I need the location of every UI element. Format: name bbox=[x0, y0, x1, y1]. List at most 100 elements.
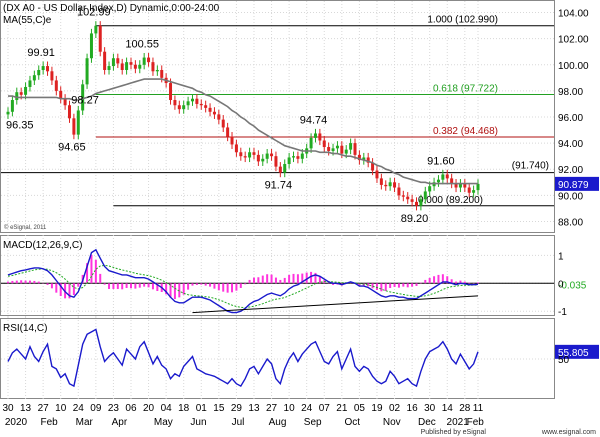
x-tick-label: 13 bbox=[20, 403, 32, 414]
candle-body bbox=[379, 178, 383, 185]
candle-body bbox=[19, 92, 23, 95]
price-last-value: 90.879 bbox=[558, 180, 589, 191]
candle-body bbox=[384, 184, 388, 187]
watermark: © eSignal, 2011 bbox=[4, 224, 47, 231]
candle-body bbox=[24, 86, 28, 95]
candle-body bbox=[138, 64, 142, 69]
candle-body bbox=[436, 179, 440, 183]
candle-body bbox=[419, 199, 423, 206]
candle-body bbox=[120, 63, 124, 70]
candle-body bbox=[63, 98, 67, 106]
x-tick-label: 19 bbox=[371, 403, 383, 414]
price-label: 91.74 bbox=[265, 180, 293, 192]
candle-body bbox=[239, 152, 243, 157]
macd-tick-label: 0 bbox=[558, 279, 564, 290]
candle-body bbox=[186, 101, 190, 106]
candle-body bbox=[50, 71, 54, 81]
x-month-label: Oct bbox=[344, 417, 360, 428]
candle-body bbox=[274, 156, 278, 167]
candle-body bbox=[204, 105, 208, 108]
y-tick-label: 104.00 bbox=[558, 9, 589, 20]
candle-body bbox=[37, 69, 41, 76]
price-label: 102.99 bbox=[77, 7, 111, 19]
candle-body bbox=[116, 58, 120, 64]
x-tick-label: 10 bbox=[284, 403, 296, 414]
x-tick-label: 11 bbox=[473, 403, 484, 414]
candle-body bbox=[129, 62, 133, 65]
y-tick-label: 102.00 bbox=[558, 35, 589, 46]
candle-body bbox=[278, 166, 282, 173]
candle-body bbox=[388, 182, 392, 187]
candle-body bbox=[327, 147, 331, 151]
support-label: (91.740) bbox=[512, 161, 549, 172]
y-tick-label: 90.00 bbox=[558, 191, 583, 202]
candle-body bbox=[217, 114, 221, 120]
x-month-label: Sep bbox=[304, 417, 322, 428]
y-tick-label: 98.00 bbox=[558, 87, 583, 98]
x-tick-label: 21 bbox=[336, 403, 348, 414]
candle-body bbox=[261, 158, 265, 162]
level-label: 0.382 (94.468) bbox=[433, 126, 498, 137]
candle-body bbox=[81, 84, 85, 111]
x-tick-label: 27 bbox=[38, 403, 50, 414]
candle-body bbox=[340, 145, 344, 154]
candle-body bbox=[265, 153, 269, 159]
candle-body bbox=[252, 152, 256, 155]
candle-body bbox=[322, 140, 326, 148]
grid bbox=[1, 1, 554, 400]
x-month-label: 2020 bbox=[5, 417, 28, 428]
candle-body bbox=[32, 75, 36, 81]
candle-body bbox=[85, 58, 89, 85]
candle-body bbox=[423, 191, 427, 200]
rsi-title: RSI(14,C) bbox=[3, 323, 47, 334]
x-month-label: Jul bbox=[232, 417, 245, 428]
candle-body bbox=[107, 66, 111, 70]
rsi-line bbox=[7, 328, 479, 388]
x-month-label: Mar bbox=[76, 417, 94, 428]
candle-body bbox=[353, 143, 357, 155]
price-label: 99.91 bbox=[27, 47, 55, 59]
x-tick-label: 24 bbox=[301, 403, 313, 414]
level-label: 0.000 (89.200) bbox=[418, 195, 483, 206]
candle-body bbox=[357, 154, 361, 161]
candle-body bbox=[243, 156, 247, 158]
candle-body bbox=[177, 105, 181, 110]
macd-last-badge bbox=[555, 277, 599, 292]
candle-body bbox=[309, 137, 313, 149]
candle-body bbox=[445, 174, 449, 179]
x-tick-label: 14 bbox=[442, 403, 454, 414]
candle-body bbox=[155, 69, 159, 72]
rsi-series: 55.805 bbox=[7, 328, 599, 388]
candle-body bbox=[292, 156, 296, 158]
candle-body bbox=[313, 133, 317, 138]
candle-body bbox=[72, 118, 76, 135]
price-annotations: 96.35 99.91 94.65 98.27 102.99 100.55 91.74 94.… bbox=[6, 7, 599, 225]
candle-body bbox=[173, 100, 177, 106]
candle-body bbox=[59, 90, 63, 99]
candle-body bbox=[344, 149, 348, 154]
candle-body bbox=[76, 110, 80, 135]
macd-signal-line bbox=[7, 264, 478, 309]
candle-body bbox=[393, 182, 397, 188]
candle-body bbox=[476, 183, 480, 191]
x-tick-label: 09 bbox=[90, 403, 102, 414]
candle-body bbox=[366, 157, 370, 163]
x-tick-label: 23 bbox=[108, 403, 120, 414]
candles bbox=[6, 21, 480, 211]
candle-body bbox=[103, 51, 107, 70]
y-tick-label: 92.00 bbox=[558, 165, 583, 176]
macd-tick-label: -1 bbox=[558, 307, 567, 318]
price-label: 100.55 bbox=[125, 39, 159, 51]
candle-body bbox=[375, 170, 379, 179]
x-month-label: Feb bbox=[41, 417, 59, 428]
y-tick-label: 100.00 bbox=[558, 61, 589, 72]
candle-body bbox=[401, 195, 405, 197]
x-tick-label: 01 bbox=[196, 403, 208, 414]
candle-body bbox=[335, 145, 339, 149]
x-month-label: Dec bbox=[418, 417, 436, 428]
candle-body bbox=[169, 83, 173, 101]
candle-body bbox=[212, 111, 216, 115]
candle-body bbox=[111, 58, 115, 67]
x-month-label: Aug bbox=[269, 417, 287, 428]
candle-body bbox=[199, 103, 203, 106]
